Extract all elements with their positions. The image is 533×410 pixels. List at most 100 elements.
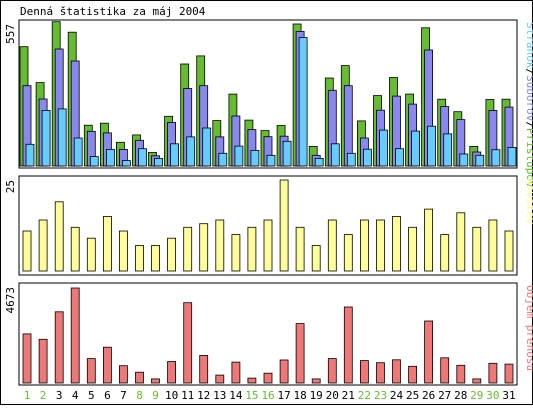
bar-n-v-tev-day-11 xyxy=(183,226,193,272)
x-tick-label-3: 3 xyxy=(56,389,63,402)
bar-n-v-tev-day-1 xyxy=(22,230,32,272)
panel-visits: 25 Návštev xyxy=(4,175,533,276)
chart-panels: 557Stránok/Súborov/Prístupov25Návštev467… xyxy=(4,19,533,386)
bar-n-v-tev-day-25 xyxy=(408,226,418,272)
bar-str-nok-day-24 xyxy=(395,148,404,167)
bar-n-v-tev-day-17 xyxy=(279,179,289,272)
bar-str-nok-day-19 xyxy=(314,157,324,167)
bar-objem-prenosu-day-28 xyxy=(456,364,466,384)
x-tick-label-21: 21 xyxy=(342,389,355,402)
x-tick-label-25: 25 xyxy=(406,389,419,402)
bar-objem-prenosu-day-26 xyxy=(424,320,434,384)
bar-objem-prenosu-day-27 xyxy=(440,357,450,384)
bar-objem-prenosu-day-29 xyxy=(472,378,482,384)
bar-objem-prenosu-day-20 xyxy=(327,358,337,384)
bar-objem-prenosu-day-14 xyxy=(231,361,241,384)
bar-objem-prenosu-day-6 xyxy=(103,346,112,384)
x-tick-label-18: 18 xyxy=(293,389,306,402)
bar-n-v-tev-day-18 xyxy=(295,226,305,272)
bar-n-v-tev-day-29 xyxy=(472,226,482,272)
bar-objem-prenosu-day-30 xyxy=(488,362,498,384)
bar-str-nok-day-31 xyxy=(507,146,517,167)
x-tick-label-23: 23 xyxy=(374,389,387,402)
day-labels: 1 2 3 4 5 6 7 8 9 10 11 12 13 14 15 16 17 18 19 20 21 22 23 24 2… xyxy=(24,389,516,402)
bar-n-v-tev-day-12 xyxy=(199,223,209,272)
bar-str-nok-day-20 xyxy=(330,143,340,167)
bar-str-nok-day-11 xyxy=(186,136,196,167)
bar-str-nok-day-1 xyxy=(25,143,35,167)
bar-str-nok-day-16 xyxy=(266,154,276,167)
panel-legend: Objem prenosu xyxy=(524,285,533,371)
bar-n-v-tev-day-19 xyxy=(311,245,321,272)
bar-str-nok-day-17 xyxy=(282,140,292,167)
bar-n-v-tev-day-30 xyxy=(488,219,498,272)
bar-str-nok-day-21 xyxy=(346,152,356,167)
bar-n-v-tev-day-4 xyxy=(70,226,80,272)
bar-str-nok-day-3 xyxy=(57,108,67,167)
x-tick-label-31: 31 xyxy=(502,389,515,402)
bar-str-nok-day-7 xyxy=(122,160,131,167)
bar-n-v-tev-day-8 xyxy=(135,245,144,272)
bar-n-v-tev-day-21 xyxy=(343,234,353,272)
x-tick-label-29: 29 xyxy=(470,389,483,402)
legend-entry: Súborov xyxy=(524,75,533,122)
bar-n-v-tev-day-3 xyxy=(54,201,64,272)
bar-objem-prenosu-day-13 xyxy=(215,374,225,384)
bar-str-nok-day-10 xyxy=(170,143,180,167)
bar-n-v-tev-day-5 xyxy=(86,237,96,272)
bar-objem-prenosu-day-19 xyxy=(311,378,321,384)
bar-n-v-tev-day-20 xyxy=(327,219,337,272)
x-tick-label-19: 19 xyxy=(310,389,323,402)
bar-str-nok-day-25 xyxy=(411,130,421,167)
bar-objem-prenosu-day-10 xyxy=(167,361,177,384)
x-tick-label-14: 14 xyxy=(229,389,243,402)
bar-objem-prenosu-day-17 xyxy=(279,359,289,384)
x-tick-label-17: 17 xyxy=(277,389,290,402)
bar-n-v-tev-day-15 xyxy=(247,226,257,272)
x-tick-label-20: 20 xyxy=(326,389,339,402)
bar-str-nok-day-28 xyxy=(459,153,469,167)
bar-objem-prenosu-day-9 xyxy=(151,378,160,384)
bar-n-v-tev-day-14 xyxy=(231,234,241,272)
bar-objem-prenosu-day-2 xyxy=(38,338,48,384)
bar-str-nok-day-30 xyxy=(491,149,501,167)
legend-separator: / xyxy=(524,121,533,128)
bar-objem-prenosu-day-1 xyxy=(22,333,32,384)
x-tick-label-9: 9 xyxy=(152,389,159,402)
bar-str-nok-day-4 xyxy=(73,137,83,167)
bar-n-v-tev-day-13 xyxy=(215,219,225,272)
bar-objem-prenosu-day-23 xyxy=(376,362,385,384)
x-tick-label-15: 15 xyxy=(245,389,258,402)
bar-str-nok-day-27 xyxy=(443,133,453,167)
bar-str-nok-day-5 xyxy=(89,156,99,167)
bar-str-nok-day-6 xyxy=(106,148,115,167)
bar-n-v-tev-day-28 xyxy=(456,212,466,272)
bar-objem-prenosu-day-22 xyxy=(359,360,369,384)
bar-objem-prenosu-day-31 xyxy=(504,363,514,384)
bar-objem-prenosu-day-8 xyxy=(135,371,144,384)
bar-n-v-tev-day-2 xyxy=(38,219,48,272)
bars xyxy=(22,287,514,384)
y-max-label: 4673 xyxy=(4,287,17,314)
chart-title: Denná štatistika za máj 2004 xyxy=(20,5,206,18)
bar-str-nok-day-13 xyxy=(218,152,228,167)
bar-objem-prenosu-day-12 xyxy=(199,354,209,384)
bar-n-v-tev-day-22 xyxy=(359,219,369,272)
bar-str-nok-day-15 xyxy=(250,149,260,167)
x-tick-label-28: 28 xyxy=(454,389,467,402)
bar-objem-prenosu-day-21 xyxy=(343,306,353,384)
y-max-label: 25 xyxy=(4,180,17,193)
x-tick-label-8: 8 xyxy=(136,389,143,402)
bar-str-nok-day-23 xyxy=(379,129,388,167)
bar-str-nok-day-14 xyxy=(234,145,244,167)
bar-objem-prenosu-day-24 xyxy=(392,359,401,384)
panel-volume: 4673 Objem prenosu xyxy=(4,282,533,386)
bar-objem-prenosu-day-25 xyxy=(408,365,418,384)
bar-str-nok-day-2 xyxy=(41,110,51,167)
bar-n-v-tev-day-16 xyxy=(263,219,273,272)
bar-objem-prenosu-day-5 xyxy=(86,358,96,384)
x-tick-label-6: 6 xyxy=(104,389,111,402)
bar-str-nok-day-18 xyxy=(298,37,308,167)
